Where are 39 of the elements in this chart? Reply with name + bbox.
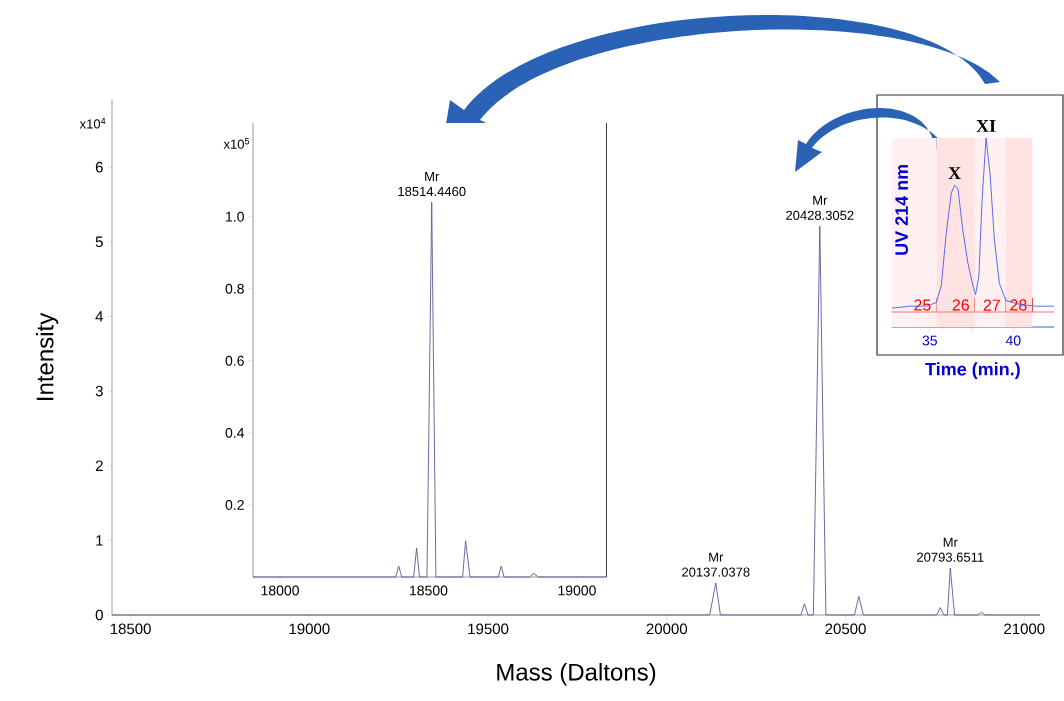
y-tick-label: 2: [95, 460, 103, 471]
band-label: 28: [1010, 299, 1027, 311]
y-tick-label: 1.0: [226, 211, 244, 222]
annotation: Mr 20793.6511: [917, 537, 984, 562]
x-tick-label: 19000: [289, 623, 330, 635]
x-tick-label: 19000: [558, 585, 596, 596]
annotation: Mr 18514.4460: [398, 172, 466, 197]
y-tick-label: 0.8: [225, 283, 244, 294]
y-tick-label: 0.2: [225, 499, 244, 510]
y-tick-label: 0.4: [225, 427, 245, 438]
text: x10$^{4}$: [79, 117, 106, 129]
x-tick-label: 20500: [825, 623, 866, 635]
annotation: Mr 20428.3052: [786, 195, 854, 220]
band-label: 25: [914, 299, 931, 311]
y-axis-title: UV 214 nm: [895, 164, 908, 255]
annotation: x10$^{5}$: [223, 138, 250, 149]
x-tick-label: 18500: [110, 623, 151, 635]
y-tick-label: 0: [95, 609, 103, 621]
x-tick-label: 40: [1005, 335, 1021, 346]
x-tick-label: 35: [922, 335, 937, 346]
x-tick-label: 20000: [646, 623, 688, 635]
y-tick-label: 0.6: [225, 355, 244, 366]
annotation: Mr 20137.0378: [682, 552, 750, 577]
x-tick-label: 18500: [410, 585, 448, 596]
y-tick-label: 5: [95, 236, 103, 248]
annotation: X: [948, 167, 961, 180]
y-tick-label: 4: [95, 311, 104, 322]
band-label: 27: [983, 299, 1000, 311]
annotation: XI: [976, 120, 996, 132]
y-tick-label: 1: [96, 535, 103, 546]
x-tick-label: 21000: [1004, 623, 1045, 635]
x-tick-label: 19500: [468, 623, 509, 635]
y-tick-label: 3: [95, 385, 103, 397]
y-tick-label: 6: [95, 161, 103, 173]
y-axis-title: Intensity: [35, 312, 59, 400]
band-label: 26: [952, 299, 969, 311]
x-tick-label: 18000: [261, 585, 299, 596]
x-axis-title: Time (min.): [925, 362, 1020, 380]
x-axis-title: Mass (Daltons): [497, 663, 656, 686]
